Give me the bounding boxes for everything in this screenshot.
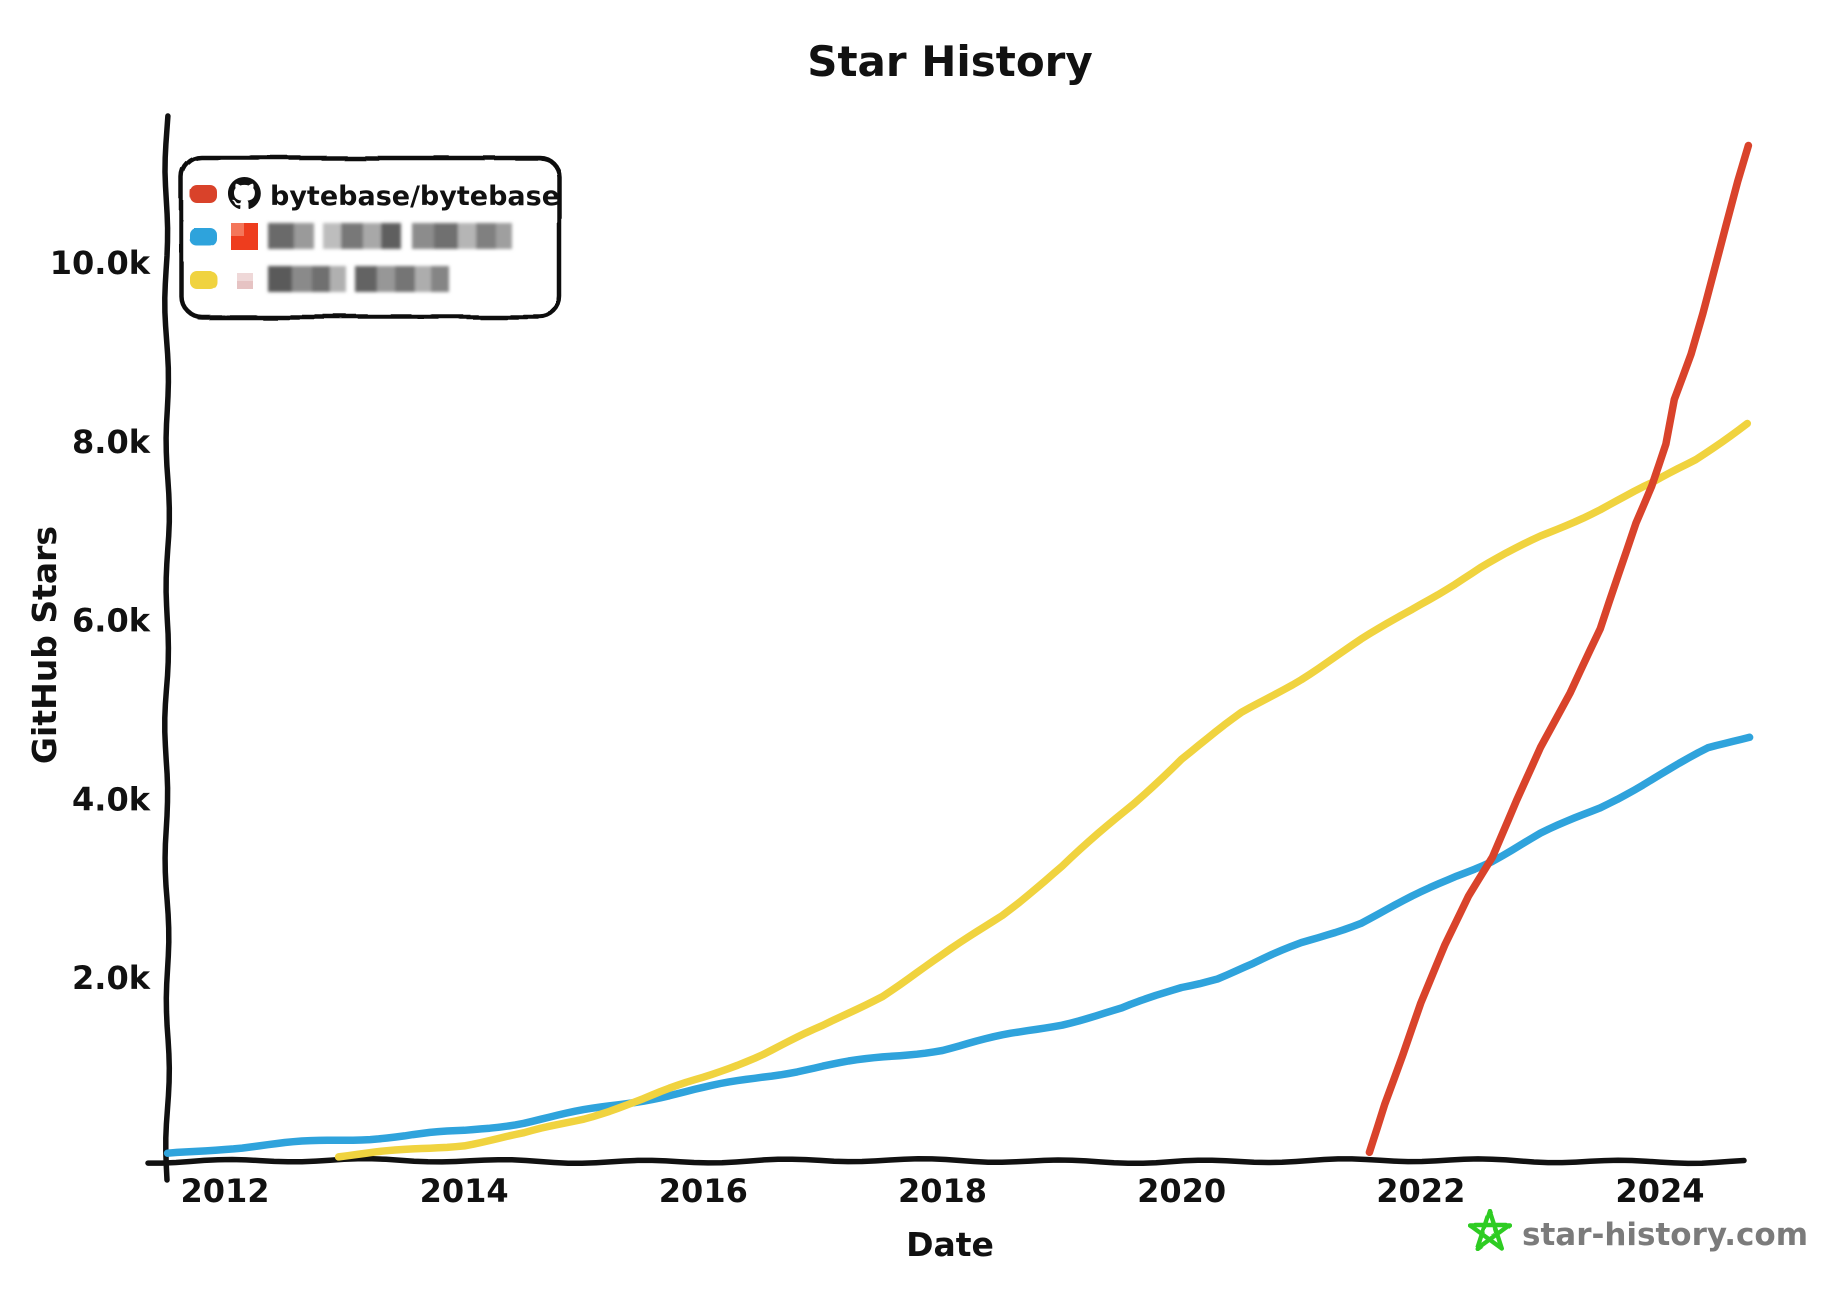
x-tick-label: 2020 [1137,1172,1226,1210]
watermark: star-history.com [1467,1208,1808,1253]
y-tick-label: 6.0k [72,602,151,640]
redacted-block [330,266,346,292]
avatar-redacted-red-icon [231,223,258,250]
redacted-block [292,266,312,292]
x-tick-label: 2024 [1615,1172,1704,1210]
legend-swatch-blue [191,229,218,247]
x-tick-label: 2022 [1376,1172,1465,1210]
redacted-block [395,266,415,292]
x-axis-line [145,1155,1747,1167]
chart-title: Star History [807,37,1093,86]
x-tick-label: 2018 [898,1172,987,1210]
x-tick-labels: 2012 2014 2016 2018 2020 2022 2024 [180,1172,1704,1210]
y-tick-label: 10.0k [50,244,151,282]
legend: bytebase/bytebase [179,155,563,320]
redacted-block [268,223,294,249]
github-octocat-icon [228,177,261,209]
series-line-redacted-repo-yellow [334,419,1752,1161]
redacted-block [431,266,449,292]
x-tick-label: 2016 [659,1172,748,1210]
redacted-block [268,266,292,292]
redacted-block [496,223,512,249]
redacted-block [415,266,431,292]
redacted-block [355,266,377,292]
legend-label-bytebase: bytebase/bytebase [270,181,560,212]
redacted-block [381,223,401,249]
y-tick-label: 8.0k [72,423,151,461]
axes [145,113,1747,1183]
redacted-repo-label [268,266,449,292]
redacted-block [412,223,434,249]
legend-item-redacted-2 [191,266,449,292]
avatar-redacted-pink-icon [237,273,253,289]
x-tick-label: 2012 [180,1172,269,1210]
redacted-block [434,223,458,249]
redacted-block [341,223,363,249]
redacted-block [476,223,496,249]
series-line-redacted-repo-blue [163,733,1754,1157]
redacted-block [363,223,381,249]
legend-item-bytebase: bytebase/bytebase [191,177,560,212]
redacted-block [312,266,330,292]
redacted-block [323,223,341,249]
legend-item-redacted-1 [191,223,512,250]
legend-swatch-red [191,186,218,204]
redacted-block [294,223,314,249]
redacted-block [458,223,476,249]
legend-swatch-yellow [191,272,218,290]
series-lines [163,141,1754,1161]
y-tick-label: 2.0k [72,959,151,997]
redacted-block [377,266,395,292]
y-tick-labels: 2.0k 4.0k 6.0k 8.0k 10.0k [50,244,151,997]
redacted-repo-label [268,223,512,249]
y-axis-line [162,113,173,1183]
star-history-star-icon [1467,1208,1513,1252]
y-tick-label: 4.0k [72,780,151,818]
series-line-bytebase/bytebase [1365,141,1753,1157]
x-axis-label: Date [906,1225,994,1264]
y-axis-label: GitHub Stars [25,526,64,764]
watermark-text: star-history.com [1522,1217,1808,1253]
x-tick-label: 2014 [420,1172,509,1210]
